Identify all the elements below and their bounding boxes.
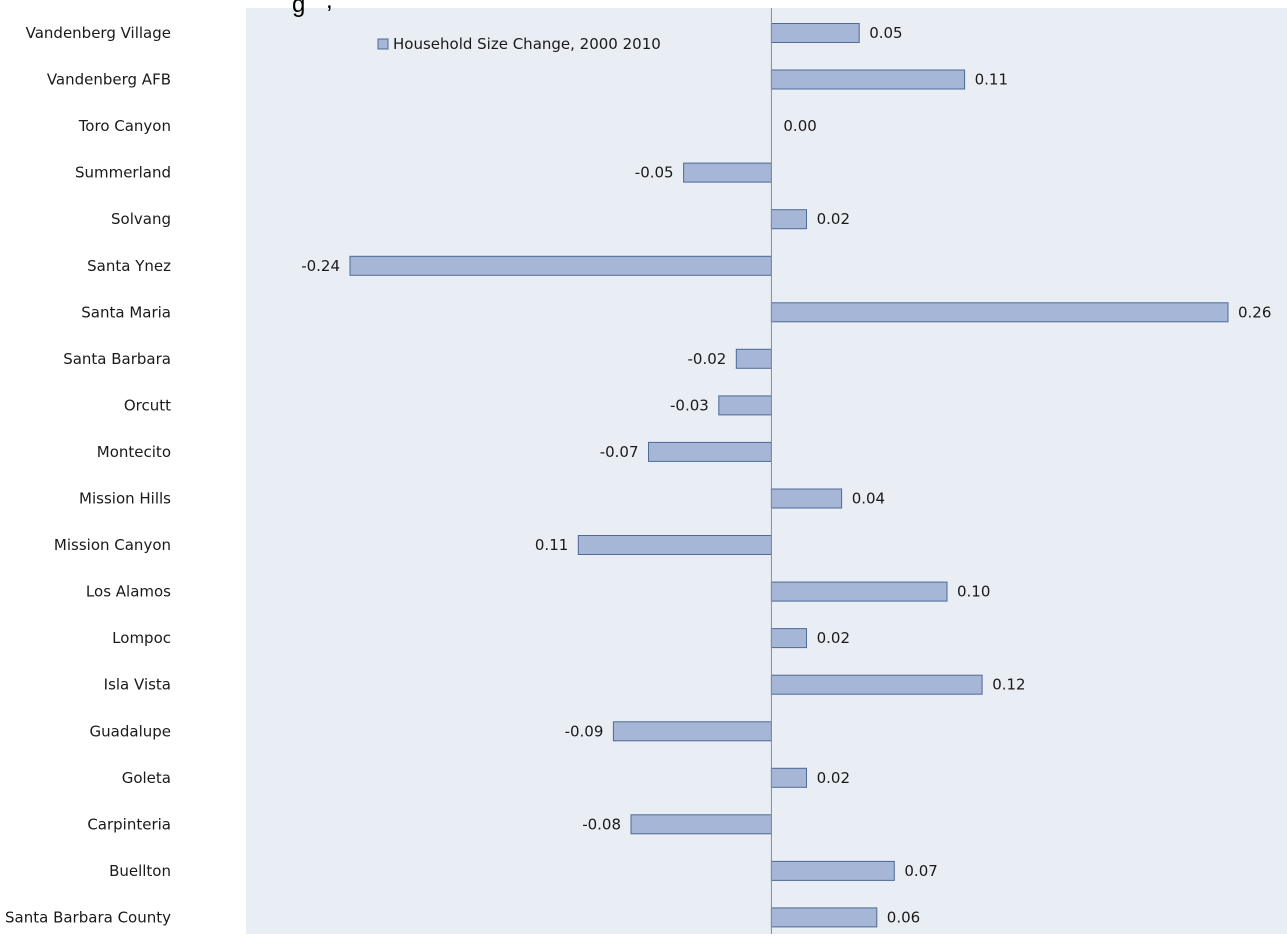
bars-group: [349, 23, 1229, 928]
category-label-lompoc: Lompoc: [112, 629, 171, 647]
category-label-orcutt: Orcutt: [124, 396, 171, 414]
value-label-isla-vista: 0.12: [992, 676, 1025, 694]
value-label-carpinteria: -0.08: [582, 815, 621, 833]
bar-guadalupe: [612, 721, 772, 742]
bar-santa-maria: [770, 302, 1229, 323]
category-label-los-alamos: Los Alamos: [86, 583, 171, 601]
bar-santa-barbara: [735, 348, 772, 369]
title-fragment-comma: ,: [326, 0, 333, 14]
bar-carpinteria: [630, 814, 772, 835]
category-label-goleta: Goleta: [122, 769, 171, 787]
value-label-vandenberg-afb: 0.11: [975, 71, 1008, 89]
category-label-solvang: Solvang: [111, 210, 171, 228]
category-label-santa-barbara-county: Santa Barbara County: [5, 908, 171, 926]
value-label-santa-ynez: -0.24: [301, 257, 340, 275]
value-label-montecito: -0.07: [600, 443, 639, 461]
value-label-vandenberg-village: 0.05: [869, 24, 902, 42]
value-labels: 0.05 0.11 0.00 -0.05 0.02 -0.24 0.26 -0.02 -0.03…: [301, 24, 1271, 926]
value-label-toro-canyon: 0.00: [783, 117, 816, 135]
value-label-goleta: 0.02: [817, 769, 850, 787]
value-label-guadalupe: -0.09: [565, 722, 604, 740]
title-fragment-g: g: [292, 0, 305, 18]
value-label-orcutt: -0.03: [670, 396, 709, 414]
bar-vandenberg-afb: [770, 69, 966, 90]
bar-goleta: [770, 767, 808, 788]
bar-orcutt: [718, 395, 772, 416]
legend-label: Household Size Change, 2000 2010: [393, 35, 661, 53]
category-label-santa-ynez: Santa Ynez: [87, 257, 171, 275]
value-label-santa-maria: 0.26: [1238, 303, 1271, 321]
bar-buellton: [770, 860, 895, 881]
category-label-montecito: Montecito: [97, 443, 171, 461]
category-label-guadalupe: Guadalupe: [90, 722, 171, 740]
value-label-lompoc: 0.02: [817, 629, 850, 647]
category-label-isla-vista: Isla Vista: [104, 676, 171, 694]
value-label-santa-barbara-county: 0.06: [887, 908, 920, 926]
bar-mission-canyon: [577, 535, 772, 555]
bar-montecito: [648, 441, 772, 462]
value-label-los-alamos: 0.10: [957, 583, 990, 601]
category-label-vandenberg-village: Vandenberg Village: [26, 24, 171, 42]
category-label-buellton: Buellton: [109, 862, 171, 880]
category-label-santa-maria: Santa Maria: [81, 303, 171, 321]
bar-santa-barbara-county: [770, 907, 878, 928]
value-label-mission-canyon: 0.11: [535, 536, 568, 554]
legend-swatch: [377, 38, 389, 50]
bar-los-alamos: [770, 581, 948, 602]
value-label-summerland: -0.05: [635, 164, 674, 182]
category-label-mission-canyon: Mission Canyon: [54, 536, 171, 554]
bar-solvang: [770, 209, 808, 230]
category-label-carpinteria: Carpinteria: [87, 815, 171, 833]
cropped-title: g ,: [292, 0, 333, 18]
legend: Household Size Change, 2000 2010: [377, 35, 661, 53]
bar-vandenberg-village: [770, 23, 860, 43]
category-label-mission-hills: Mission Hills: [79, 490, 171, 508]
category-labels: Vandenberg Village Vandenberg AFB Toro Can…: [5, 24, 171, 926]
bar-isla-vista: [770, 674, 983, 695]
value-label-santa-barbara: -0.02: [687, 350, 726, 368]
category-label-vandenberg-afb: Vandenberg AFB: [47, 71, 171, 89]
bar-summerland: [683, 162, 772, 183]
category-label-santa-barbara: Santa Barbara: [63, 350, 171, 368]
value-label-buellton: 0.07: [904, 862, 937, 880]
bar-mission-hills: [770, 488, 843, 509]
category-label-summerland: Summerland: [75, 164, 171, 182]
bar-lompoc: [770, 628, 808, 649]
plot-area: [246, 8, 1287, 934]
bar-santa-ynez: [349, 255, 772, 276]
category-label-toro-canyon: Toro Canyon: [78, 117, 171, 135]
value-label-mission-hills: 0.04: [852, 490, 885, 508]
value-label-solvang: 0.02: [817, 210, 850, 228]
